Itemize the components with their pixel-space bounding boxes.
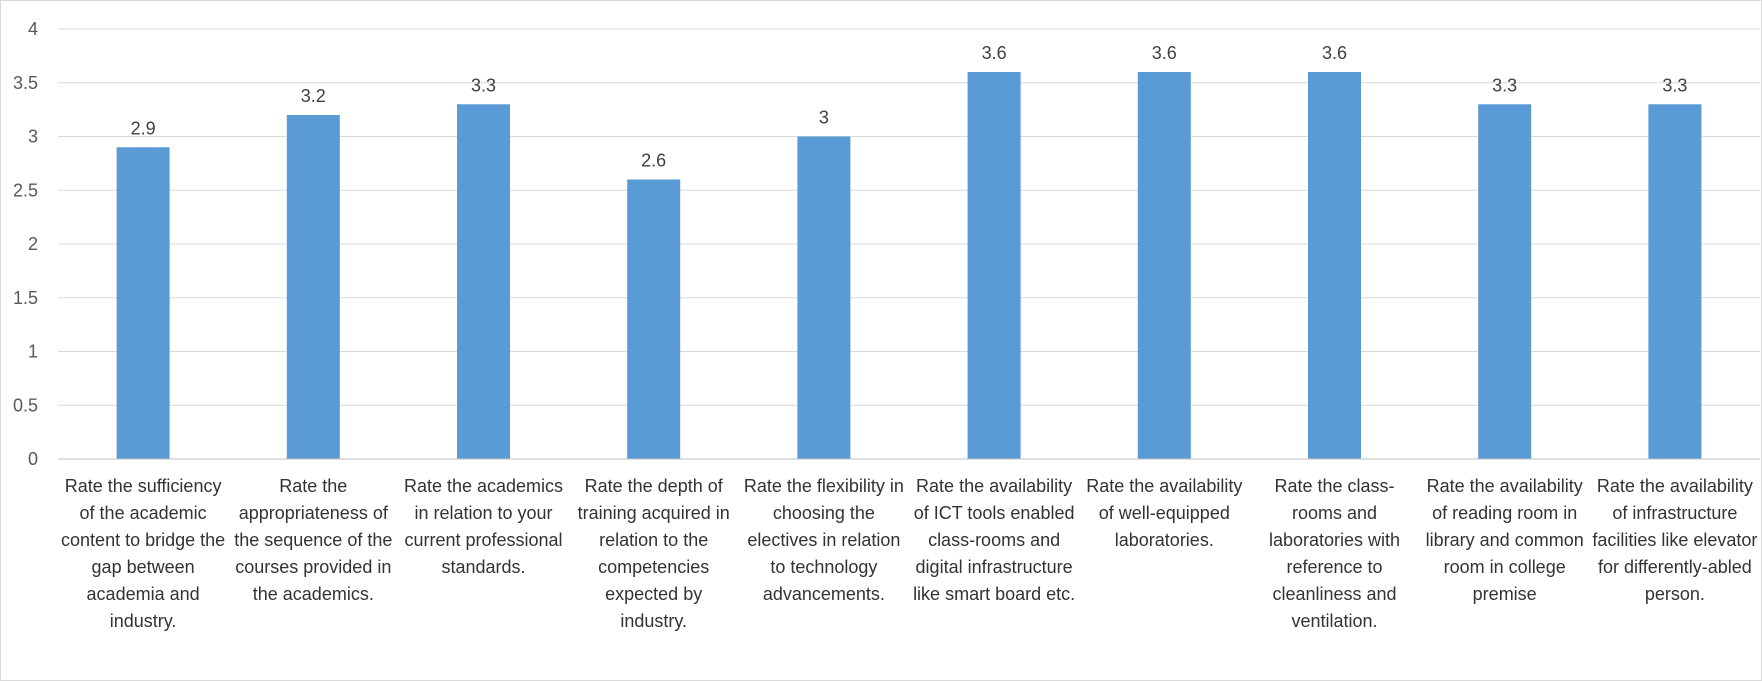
y-tick-label: 0.5 xyxy=(13,395,38,415)
data-label: 3.3 xyxy=(1492,75,1517,95)
y-tick-label: 1 xyxy=(28,342,38,362)
y-tick-label: 1.5 xyxy=(13,288,38,308)
data-label: 3.6 xyxy=(982,43,1007,63)
bar xyxy=(1478,104,1532,459)
data-label: 3 xyxy=(819,108,829,128)
y-tick-label: 0 xyxy=(28,449,38,469)
x-tick-label: Rate the appropriateness of the sequence… xyxy=(234,476,393,604)
data-label: 3.3 xyxy=(1662,75,1687,95)
y-tick-label: 2 xyxy=(28,234,38,254)
data-label: 2.6 xyxy=(641,151,666,171)
x-tick-label: Rate the class-rooms and laboratories wi… xyxy=(1268,476,1401,631)
bar xyxy=(967,72,1021,459)
x-tick-label: Rate the flexibility in choosing the ele… xyxy=(743,476,904,604)
y-tick-label: 2.5 xyxy=(13,180,38,200)
x-tick-label: Rate the availability of ICT tools enabl… xyxy=(913,476,1076,604)
x-tick-label: Rate the sufficiency of the academic con… xyxy=(61,476,226,631)
x-tick-label: Rate the availability of reading room in… xyxy=(1425,476,1584,604)
x-tick-label: Rate the depth of training acquired in r… xyxy=(577,476,730,631)
data-label: 2.9 xyxy=(131,118,156,138)
x-tick-label: Rate the availability of infrastructure … xyxy=(1592,476,1758,604)
y-tick-label: 4 xyxy=(28,19,38,39)
data-label: 3.6 xyxy=(1322,43,1347,63)
bar xyxy=(457,104,510,459)
bar xyxy=(627,179,681,459)
y-tick-label: 3 xyxy=(28,127,38,147)
bar xyxy=(1308,72,1361,459)
bar xyxy=(116,147,170,459)
data-label: 3.3 xyxy=(471,75,496,95)
data-label: 3.6 xyxy=(1152,43,1177,63)
x-tick-label: Rate the availability of well-equipped l… xyxy=(1086,476,1243,550)
bar xyxy=(797,136,851,459)
bar xyxy=(1137,72,1191,459)
bar xyxy=(286,115,340,459)
y-tick-label: 3.5 xyxy=(13,73,38,93)
bar xyxy=(1648,104,1702,459)
x-tick-label: Rate the academics in relation to your c… xyxy=(403,476,564,577)
data-label: 3.2 xyxy=(301,86,326,106)
